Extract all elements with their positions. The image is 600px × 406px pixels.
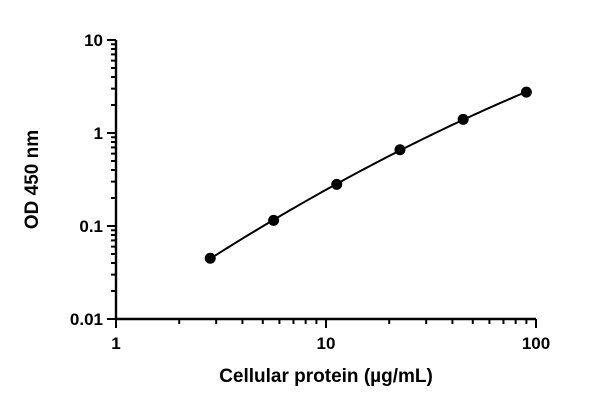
- x-axis-tick-labels: 1 10 100: [111, 334, 550, 353]
- y-tick-label: 0.01: [70, 310, 103, 329]
- y-tick-label: 1: [94, 124, 103, 143]
- x-axis-major-ticks: [115, 319, 537, 328]
- y-axis-tick-labels: 0.01 0.1 1 10: [70, 31, 103, 329]
- data-point: [268, 214, 280, 226]
- data-point: [204, 252, 216, 264]
- y-axis-major-ticks: [107, 39, 116, 320]
- data-point: [394, 144, 406, 156]
- x-tick-label: 10: [317, 334, 336, 353]
- data-points: [204, 86, 532, 264]
- y-tick-label: 10: [84, 31, 103, 50]
- data-point: [331, 178, 343, 190]
- data-point: [520, 86, 532, 98]
- x-axis-title: Cellular protein (µg/mL): [219, 366, 433, 387]
- fit-curve: [209, 90, 527, 260]
- y-axis-title: OD 450 nm: [22, 130, 43, 229]
- x-tick-label: 1: [111, 334, 120, 353]
- x-tick-label: 100: [522, 334, 550, 353]
- y-tick-label: 0.1: [79, 217, 103, 236]
- data-point: [457, 113, 469, 125]
